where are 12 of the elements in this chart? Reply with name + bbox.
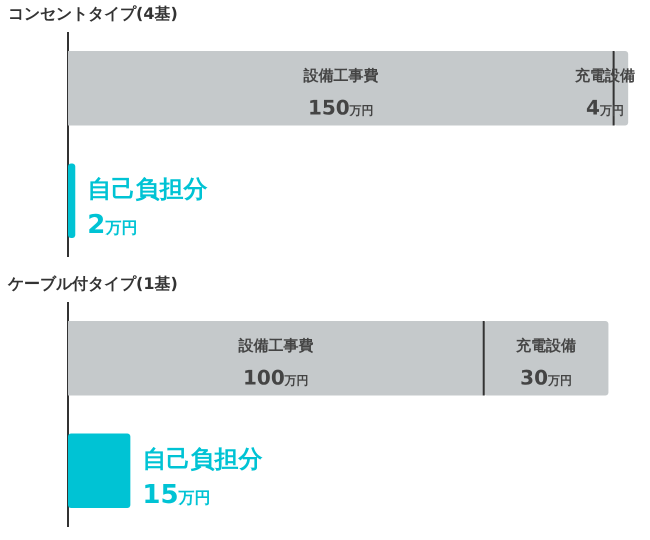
data-label: 150万円 xyxy=(308,95,374,120)
data-label: 2万円 xyxy=(87,210,138,240)
data-label: 30万円 xyxy=(520,365,572,390)
series-label: 設備工事費 xyxy=(302,66,378,84)
data-label: 100万円 xyxy=(242,365,309,390)
series-label: 自己負担分 xyxy=(87,174,208,203)
series-label: 設備工事費 xyxy=(237,336,314,354)
chart-title: コンセントタイプ(4基) xyxy=(8,4,178,25)
chart-title: ケーブル付タイプ(1基) xyxy=(8,274,178,295)
series-label: 充電設備 xyxy=(515,336,576,354)
series-label: 自己負担分 xyxy=(142,444,264,473)
data-label: 15万円 xyxy=(142,480,211,510)
